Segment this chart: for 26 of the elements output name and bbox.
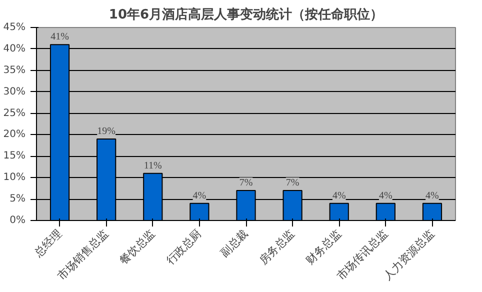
y-tick-label: 10%: [3, 172, 26, 184]
y-tick-label: 5%: [10, 194, 26, 205]
y-tick-label: 40%: [3, 43, 26, 54]
data-label: 7%: [239, 177, 253, 188]
data-label: 4%: [426, 190, 439, 202]
data-label: 11%: [144, 160, 162, 172]
x-tick-label: 餐饮总监: [117, 226, 158, 268]
data-label: 19%: [97, 126, 116, 138]
x-tick-label: 总经理: [31, 226, 64, 260]
y-tick-label: 20%: [3, 129, 26, 140]
y-tick-label: 35%: [3, 64, 26, 76]
data-label: 4%: [332, 190, 346, 202]
x-tick-label: 行政总厨: [164, 226, 204, 268]
data-label: 4%: [379, 190, 392, 202]
chart-title: 10年6月酒店高层人事变动统计（按任命职位）: [108, 6, 384, 22]
data-label: 41%: [50, 32, 69, 43]
y-tick-label: 15%: [3, 150, 26, 162]
x-tick-label: 财务总监: [303, 226, 344, 268]
y-tick-label: 25%: [3, 108, 26, 119]
x-tick-label: 房务总监: [256, 226, 298, 268]
y-tick-label: 30%: [3, 86, 26, 98]
data-label: 4%: [192, 190, 206, 202]
y-tick-label: 45%: [3, 22, 26, 33]
y-tick-label: 0%: [10, 215, 26, 226]
data-label: 7%: [286, 177, 300, 188]
x-tick-label: 副总裁: [218, 226, 251, 260]
